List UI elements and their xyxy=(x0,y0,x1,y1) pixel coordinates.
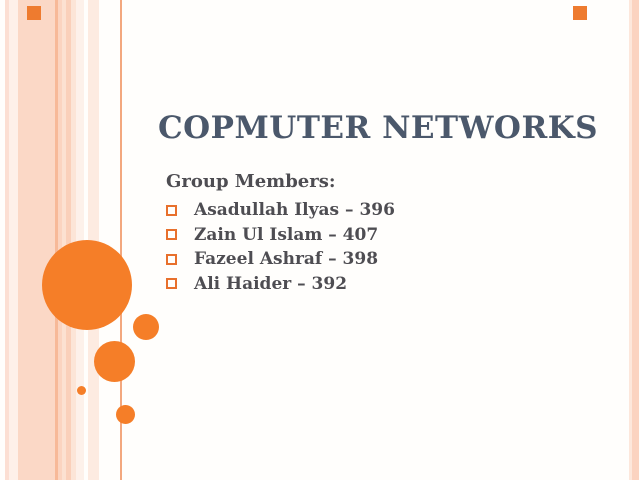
member-name: Ali Haider – 392 xyxy=(194,273,348,294)
hollow-square-bullet-icon xyxy=(166,278,177,290)
member-name: Fazeel Ashraf – 398 xyxy=(194,249,379,270)
decorative-circle-large xyxy=(42,240,132,330)
stripe-line xyxy=(55,0,58,480)
member-name: Asadullah Ilyas – 396 xyxy=(194,200,395,221)
stripe-line xyxy=(66,0,71,480)
hollow-square-bullet-icon xyxy=(166,229,177,241)
list-item: Asadullah Ilyas – 396 xyxy=(166,198,395,223)
hollow-square-bullet-icon xyxy=(166,253,177,265)
hollow-square-bullet-icon xyxy=(166,204,177,216)
member-name: Zain Ul Islam – 407 xyxy=(194,224,379,245)
decorative-circle-small-right xyxy=(133,314,159,340)
decorative-circle-small-bottom xyxy=(116,405,135,424)
decorative-circle-dot xyxy=(77,386,86,395)
members-heading: Group Members: xyxy=(166,171,336,192)
list-item: Ali Haider – 392 xyxy=(166,272,395,297)
list-item: Zain Ul Islam – 407 xyxy=(166,223,395,248)
slide-title: COPMUTER NETWORKS xyxy=(158,110,599,146)
stripe-band xyxy=(18,0,55,480)
members-list: Asadullah Ilyas – 396 Zain Ul Islam – 40… xyxy=(166,198,395,296)
stripe-line-right xyxy=(629,0,632,480)
stripe-line xyxy=(9,0,18,480)
decorative-circle-medium xyxy=(94,341,135,382)
stripe-band-right xyxy=(632,0,639,480)
stripe-line xyxy=(71,0,76,480)
stripe-line xyxy=(58,0,62,480)
stripe-line xyxy=(5,0,9,480)
stripe-line xyxy=(62,0,66,480)
corner-accent-square-left xyxy=(27,6,41,20)
stripe-accent-line xyxy=(120,0,122,480)
corner-accent-square-right xyxy=(573,6,587,20)
list-item: Fazeel Ashraf – 398 xyxy=(166,247,395,272)
